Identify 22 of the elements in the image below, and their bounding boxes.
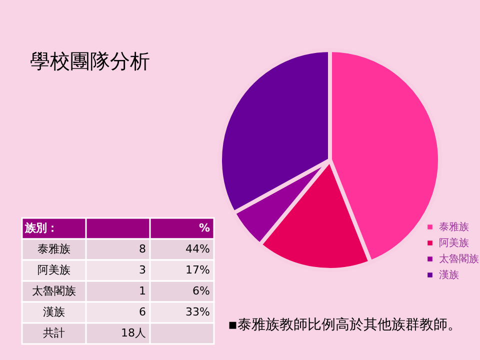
legend-label: 太魯閣族 bbox=[439, 253, 479, 265]
legend-label: 泰雅族 bbox=[439, 221, 469, 233]
text: 共計 bbox=[43, 326, 65, 340]
legend-label: 漢族 bbox=[439, 269, 459, 281]
category-label: 漢族 bbox=[43, 306, 65, 318]
legend-label: 阿美族 bbox=[439, 237, 469, 249]
category-label: 泰雅族 bbox=[38, 242, 70, 256]
data-label: 8 bbox=[139, 242, 146, 256]
text: % bbox=[198, 222, 210, 234]
category-label: 太魯閣族 bbox=[32, 284, 76, 298]
text: 33% bbox=[186, 306, 210, 318]
text: 17% bbox=[186, 264, 210, 276]
chart-title: 學校團隊分析 bbox=[30, 49, 150, 73]
text: 44% bbox=[186, 242, 210, 256]
data-label: 3 bbox=[139, 264, 146, 276]
data-label: 1 bbox=[139, 284, 146, 298]
text: ▪泰雅族教師比例高於其他族群教師。 bbox=[228, 317, 462, 333]
text: 6% bbox=[192, 284, 210, 298]
data-label: 6 bbox=[139, 306, 146, 318]
text: 18人 bbox=[121, 326, 146, 340]
text: 族別： bbox=[24, 222, 58, 234]
category-label: 阿美族 bbox=[38, 264, 70, 276]
